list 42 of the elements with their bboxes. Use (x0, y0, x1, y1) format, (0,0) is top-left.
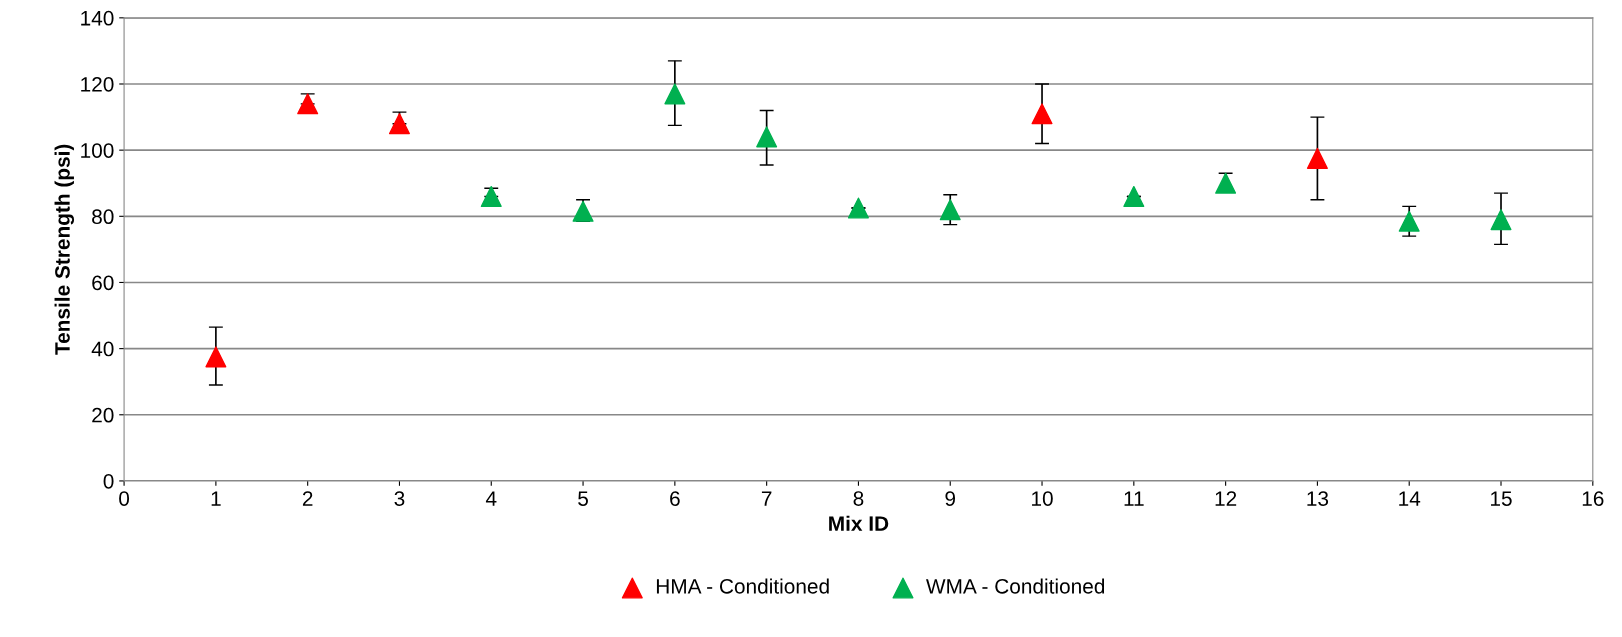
x-tick-label: 9 (945, 491, 956, 506)
y-tick-label: 60 (92, 275, 114, 291)
x-tick-label: 5 (578, 491, 588, 506)
point (939, 199, 961, 221)
point (480, 185, 502, 207)
y-tick-label: 80 (92, 209, 114, 225)
x-tick-label: 2 (302, 491, 313, 506)
x-tick-label: 8 (853, 491, 864, 506)
point (1306, 147, 1328, 169)
y-tick-label: 100 (81, 143, 114, 158)
y-tick-label: 0 (103, 473, 114, 489)
legend-label: HMA - Conditioned (656, 578, 829, 594)
x-tick-label: 4 (485, 491, 497, 506)
x-tick-label: 11 (1124, 491, 1144, 506)
point (664, 83, 686, 105)
x-tick-label: 13 (1307, 491, 1329, 506)
point (756, 126, 778, 148)
x-tick-label: 16 (1582, 491, 1604, 506)
x-tick-label: 7 (761, 491, 772, 506)
x-tick-label: 10 (1032, 491, 1053, 506)
x-tick-label: 15 (1491, 491, 1512, 506)
point (388, 113, 410, 135)
point (1031, 103, 1053, 125)
x-tick-label: 12 (1215, 491, 1237, 506)
x-tick-label: 3 (394, 491, 405, 506)
x-tick-label: 14 (1399, 491, 1421, 506)
point (847, 197, 869, 219)
y-tick-label: 20 (92, 407, 114, 423)
point (1398, 210, 1420, 232)
y-axis-title: Tensile Strength (psi) (54, 144, 75, 355)
point (297, 93, 319, 115)
x-tick-label: 6 (670, 491, 680, 506)
y-tick-label: 120 (81, 76, 114, 92)
x-tick-label: 0 (119, 491, 130, 506)
y-tick-label: 140 (81, 10, 114, 26)
y-tick-label: 40 (91, 341, 114, 357)
point (1123, 185, 1145, 207)
point (1490, 209, 1512, 231)
x-tick-label: 1 (211, 491, 221, 506)
legend-label: WMA - Conditioned (926, 578, 1105, 594)
x-axis-title: Mix ID (829, 515, 889, 531)
point (205, 346, 227, 368)
